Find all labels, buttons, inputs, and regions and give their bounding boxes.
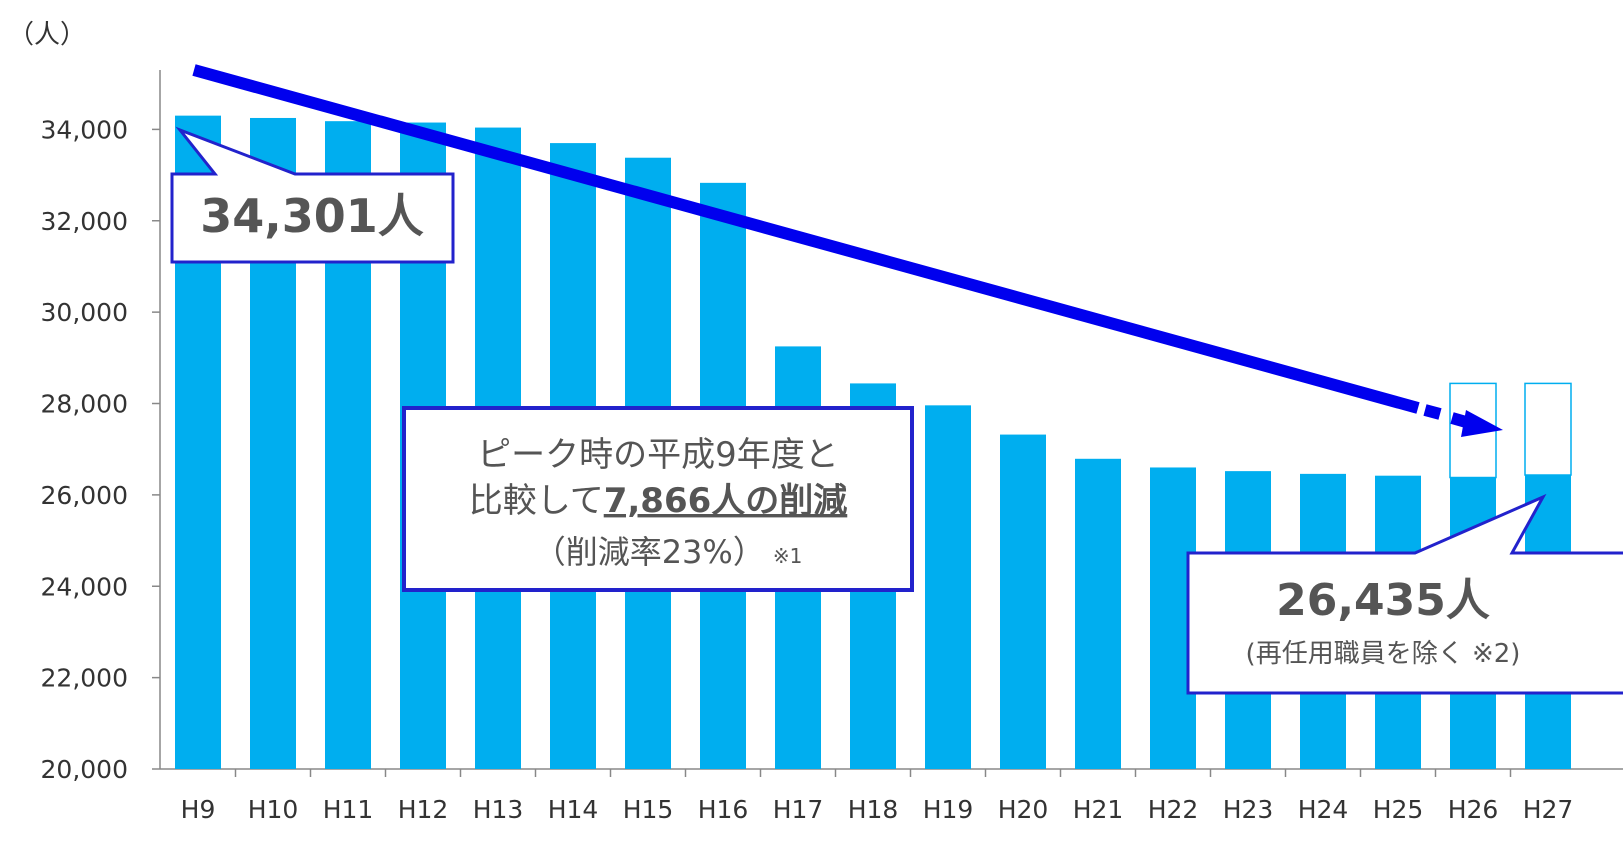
x-tick-label: H15 — [623, 795, 674, 824]
y-tick-label: 30,000 — [41, 298, 128, 327]
x-tick-label: H10 — [248, 795, 299, 824]
reduction-callout-box — [402, 406, 914, 592]
reduction-rate: （削減率23%） — [534, 533, 765, 571]
y-tick-label: 22,000 — [41, 664, 128, 693]
x-tick-label: H16 — [698, 795, 749, 824]
reemployed-segment — [1524, 382, 1572, 476]
x-tick-label: H23 — [1223, 795, 1274, 824]
reduction-line-3: （削減率23%） ※1 — [534, 533, 803, 571]
reduction-line-2: 比較して7,866人の削減 — [469, 481, 848, 521]
trend-arrow — [192, 64, 1503, 437]
y-tick-label: 20,000 — [41, 755, 128, 784]
y-tick-label: 32,000 — [41, 207, 128, 236]
x-tick-label: H12 — [398, 795, 449, 824]
x-tick-label: H9 — [181, 795, 216, 824]
trend-arrow-line — [192, 64, 1420, 414]
x-tick-label: H21 — [1073, 795, 1124, 824]
reduction-amount: 7,866人の削減 — [604, 481, 848, 521]
latest-note-label: (再任用職員を除く ※2) — [1246, 639, 1521, 669]
x-tick-label: H22 — [1148, 795, 1199, 824]
reduction-line-2-prefix: 比較して — [469, 481, 604, 521]
peak-callout: 34,301人 — [170, 126, 455, 264]
x-tick-label: H27 — [1523, 795, 1574, 824]
trend-arrow-head — [1461, 410, 1503, 437]
latest-callout-box — [1186, 493, 1623, 695]
y-axis-unit-label: （人） — [8, 20, 87, 50]
x-tick-label: H20 — [998, 795, 1049, 824]
reduction-callout: ピーク時の平成9年度と 比較して7,866人の削減 （削減率23%） ※1 — [402, 406, 914, 592]
y-tick-label: 26,000 — [41, 481, 128, 510]
reduction-line-1: ピーク時の平成9年度と — [477, 435, 839, 475]
x-tick-label: H19 — [923, 795, 974, 824]
latest-callout: 26,435人 (再任用職員を除く ※2) — [1186, 493, 1623, 695]
trend-arrow-dash — [1423, 404, 1442, 420]
y-tick-label: 24,000 — [41, 572, 128, 601]
x-tick-label: H17 — [773, 795, 824, 824]
axes: 20,000 22,000 24,000 26,000 28,000 30,000 32,0… — [41, 70, 1623, 824]
x-tick-label: H13 — [473, 795, 524, 824]
y-tick-label: 28,000 — [41, 390, 128, 419]
x-tick-label: H14 — [548, 795, 599, 824]
x-tick-label: H25 — [1373, 795, 1424, 824]
bar — [925, 405, 971, 769]
x-tick-label: H24 — [1298, 795, 1349, 824]
latest-value-label: 26,435人 — [1276, 575, 1490, 626]
x-tick-label: H26 — [1448, 795, 1499, 824]
bar — [1000, 434, 1046, 769]
reduction-note-mark: ※1 — [773, 544, 802, 568]
x-tick-label: H18 — [848, 795, 899, 824]
peak-callout-box — [170, 126, 455, 264]
x-tick-label: H11 — [323, 795, 374, 824]
y-tick-label: 34,000 — [41, 115, 128, 144]
bar — [1075, 458, 1121, 769]
trend-arrow-dash — [1450, 412, 1468, 428]
peak-value-label: 34,301人 — [200, 189, 424, 243]
